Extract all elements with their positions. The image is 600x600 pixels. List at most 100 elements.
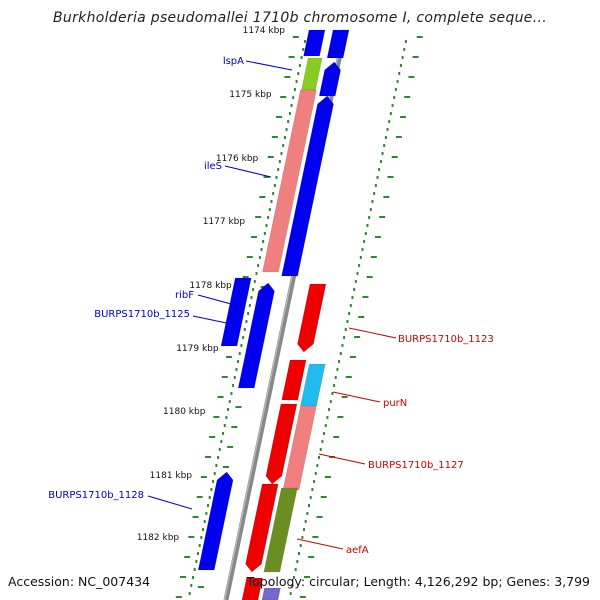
tick-dot xyxy=(343,336,346,339)
ileS-gene xyxy=(262,89,317,273)
tick-dash xyxy=(412,56,419,58)
tick-dot xyxy=(324,424,327,427)
tick-dot xyxy=(237,360,240,363)
tick-dot xyxy=(245,320,248,323)
tick-dash xyxy=(379,216,386,218)
tick-dot xyxy=(278,160,281,163)
tick-dot xyxy=(255,272,258,275)
tick-dot xyxy=(314,472,317,475)
tick-dot xyxy=(205,512,208,515)
tick-dot xyxy=(202,528,205,531)
tick-dot xyxy=(257,264,260,267)
tick-dot xyxy=(373,192,376,195)
tick-dash xyxy=(345,376,352,378)
tick-dot xyxy=(195,560,198,563)
kbp-tick-label: 1182 kbp xyxy=(137,533,180,543)
gene-label: purN xyxy=(383,398,407,409)
tick-dot xyxy=(227,408,230,411)
tick-dash xyxy=(242,276,249,278)
tick-dash xyxy=(250,236,257,238)
tick-dash xyxy=(320,496,327,498)
tick-dash xyxy=(308,556,315,558)
tick-dash xyxy=(235,406,242,408)
forward-gene xyxy=(318,61,341,97)
tick-dot xyxy=(349,304,352,307)
BURPS1710b_1127-gene xyxy=(282,405,317,491)
tick-dot xyxy=(215,464,218,467)
tick-dot xyxy=(354,280,357,283)
kbp-tick-label: 1174 kbp xyxy=(243,26,286,36)
tick-dot xyxy=(235,368,238,371)
tick-dot xyxy=(334,376,337,379)
aefA-gene xyxy=(263,487,298,573)
tick-dash xyxy=(395,136,402,138)
tick-dot xyxy=(287,120,290,123)
tick-dot xyxy=(207,504,210,507)
tick-dot xyxy=(318,456,321,459)
tick-dash xyxy=(408,76,415,78)
reverse-gene xyxy=(281,359,307,401)
tick-dot xyxy=(316,464,319,467)
tick-dot xyxy=(233,376,236,379)
tick-dot xyxy=(313,480,316,483)
tick-dot xyxy=(404,40,407,43)
tick-dot xyxy=(339,352,342,355)
kbp-tick-label: 1181 kbp xyxy=(150,471,193,481)
reverse-gene xyxy=(261,587,281,600)
tick-dash xyxy=(374,236,381,238)
gene-labels: lspA ileS ribF BURPS1710b_1125 BURPS1710b_11… xyxy=(48,56,494,556)
tick-dash xyxy=(200,476,207,478)
tick-dot xyxy=(253,280,256,283)
tick-dot xyxy=(309,496,312,499)
tick-dot xyxy=(363,240,366,243)
tick-dot xyxy=(326,416,329,419)
label-leader-line xyxy=(348,327,397,339)
BURPS1710b_1123-gene xyxy=(297,283,327,353)
tick-dot xyxy=(396,80,399,83)
tick-dot xyxy=(277,168,280,171)
gene-label: BURPS1710b_1125 xyxy=(94,309,190,320)
tick-dot xyxy=(364,232,367,235)
tick-dot xyxy=(383,144,386,147)
tick-dash xyxy=(280,96,287,98)
tick-dot xyxy=(272,192,275,195)
tick-dot xyxy=(292,576,295,579)
label-leader-line xyxy=(192,315,237,326)
tick-dot xyxy=(344,328,347,331)
tick-dot xyxy=(190,584,193,587)
tick-dot xyxy=(288,112,291,115)
gene-label: BURPS1710b_1123 xyxy=(398,334,494,345)
gene-label: BURPS1710b_1127 xyxy=(368,460,464,471)
tick-dot xyxy=(333,384,336,387)
tick-dot xyxy=(238,352,241,355)
tick-dot xyxy=(389,112,392,115)
tick-dot xyxy=(308,504,311,507)
tick-dot xyxy=(232,384,235,387)
tick-dot-tracks xyxy=(175,36,423,598)
tick-dash xyxy=(366,276,373,278)
tick-dash xyxy=(284,76,291,78)
tick-dash xyxy=(259,196,266,198)
tick-dash xyxy=(197,586,204,588)
tick-dash xyxy=(400,116,407,118)
tick-dot xyxy=(301,536,304,539)
genome-summary-text: Topology: circular; Length: 4,126,292 bp… xyxy=(246,574,590,589)
kbp-tick-label: 1180 kbp xyxy=(163,407,206,417)
tick-dot xyxy=(304,520,307,523)
tick-dash xyxy=(316,516,323,518)
tick-dot xyxy=(295,80,298,83)
tick-dash xyxy=(387,176,394,178)
BURPS1710b_1128-gene xyxy=(197,471,234,571)
reverse-gene xyxy=(265,403,298,485)
tick-dot xyxy=(285,128,288,131)
gene-label: BURPS1710b_1128 xyxy=(48,490,144,501)
tick-dot xyxy=(267,216,270,219)
tick-dash xyxy=(299,596,306,598)
tick-dot xyxy=(223,424,226,427)
tick-dot xyxy=(208,496,211,499)
tick-dash xyxy=(184,556,191,558)
tick-dash xyxy=(188,536,195,538)
tick-dot xyxy=(359,256,362,259)
tick-dot xyxy=(369,208,372,211)
tick-dot xyxy=(280,152,283,155)
